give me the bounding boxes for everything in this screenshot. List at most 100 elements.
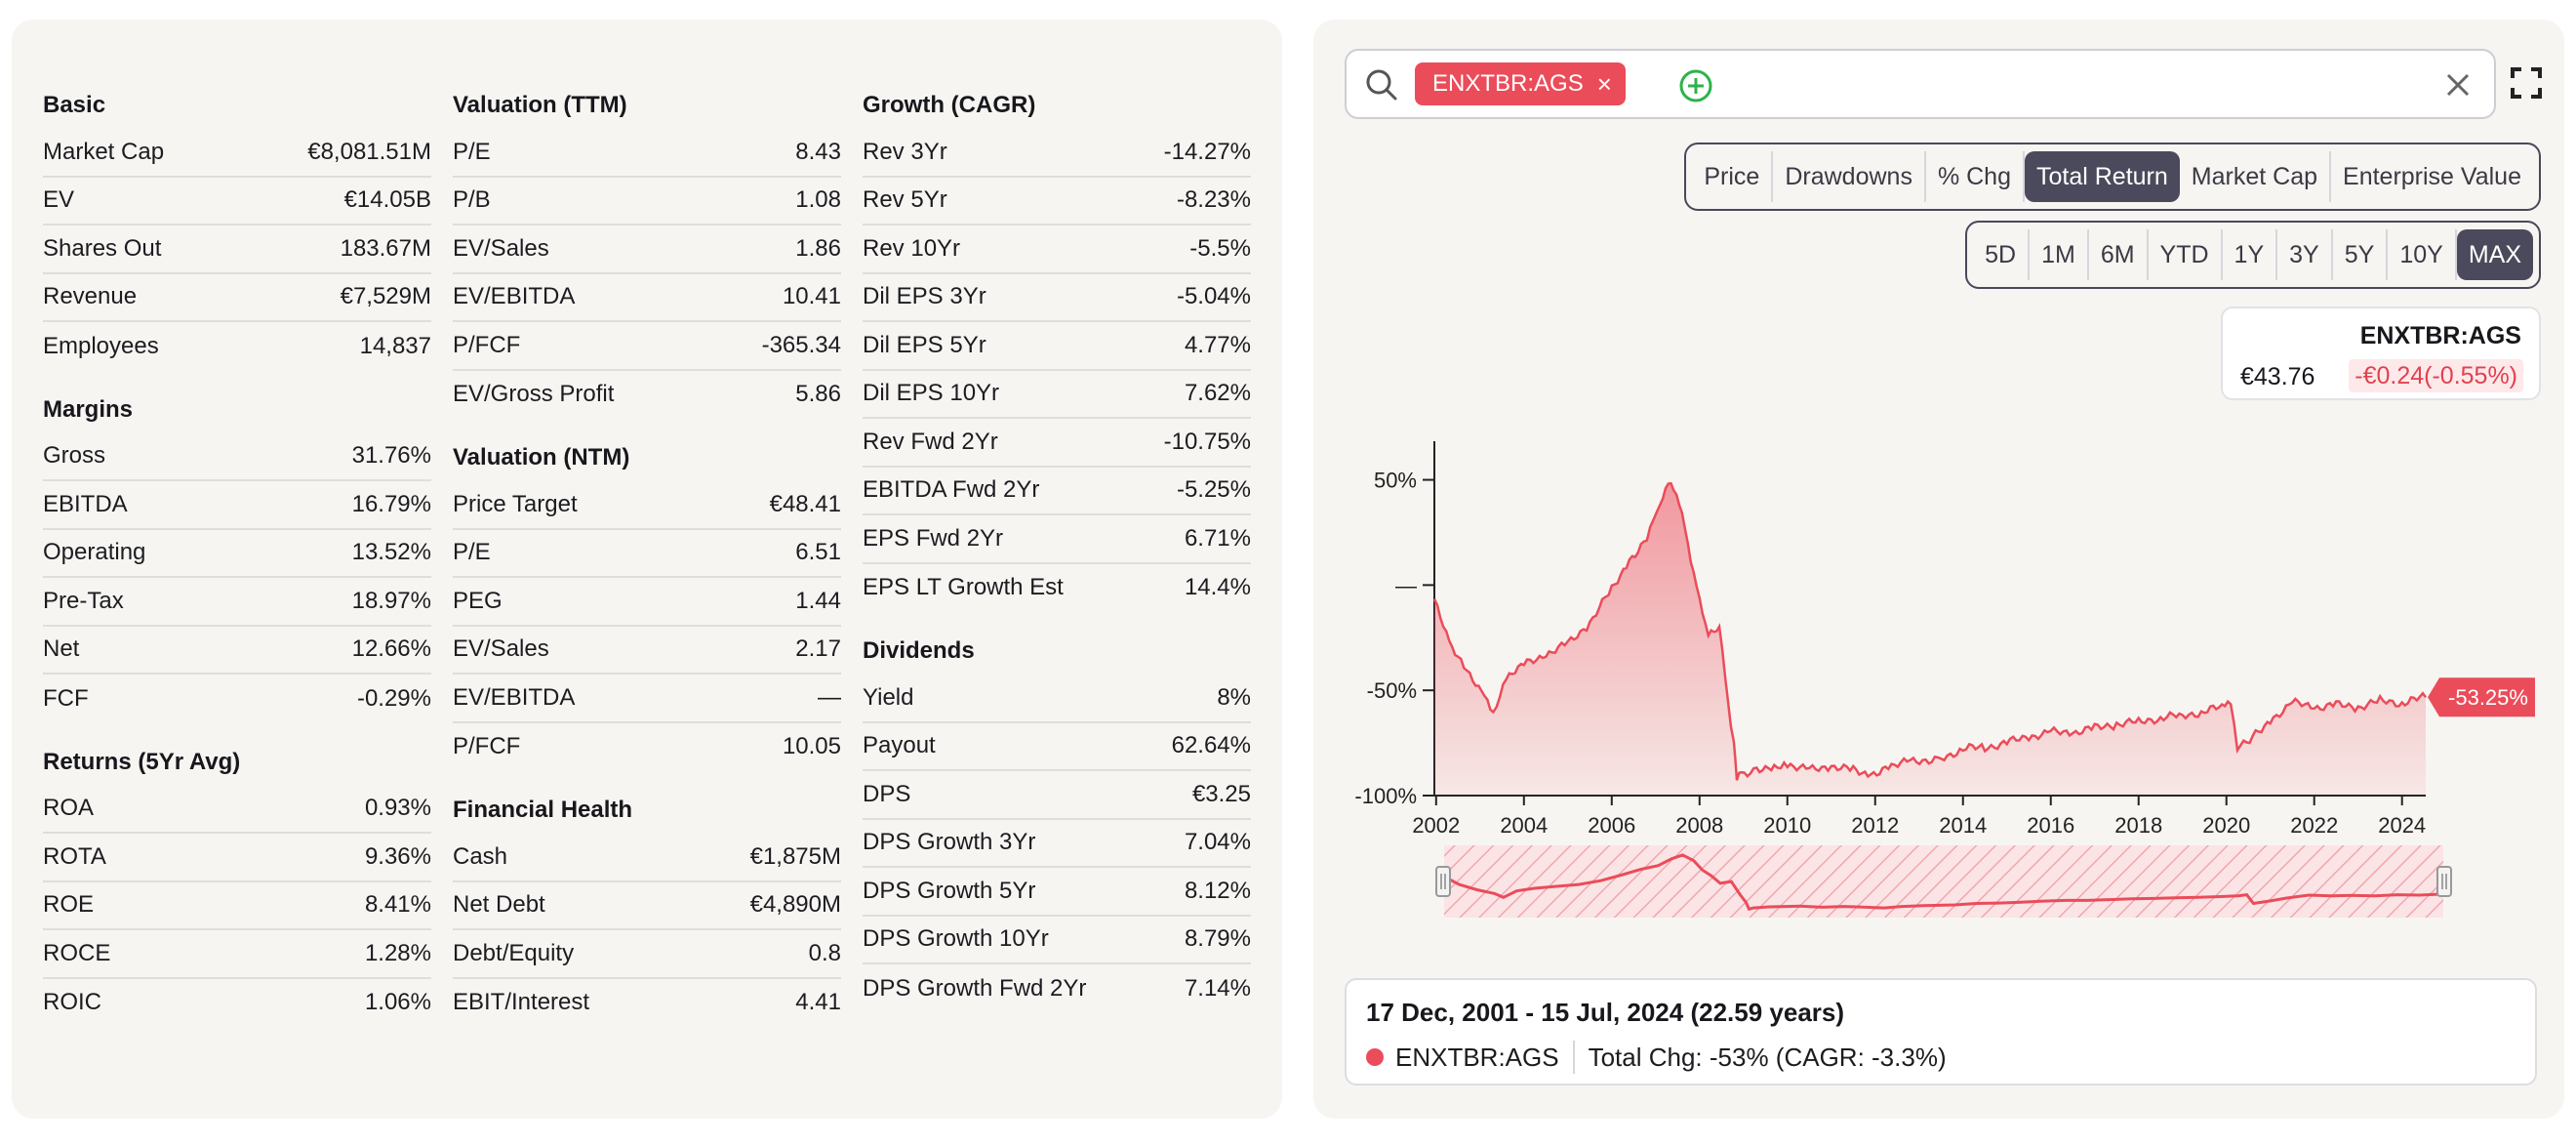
stat-label: EPS Fwd 2Yr — [863, 524, 1004, 552]
y-tick-label: -100% — [1354, 784, 1417, 808]
stat-row: Shares Out 183.67M — [43, 225, 431, 274]
ticker-chip[interactable]: ENXTBR:AGS × — [1415, 62, 1626, 105]
stat-row: EPS Fwd 2Yr 6.71% — [863, 515, 1251, 564]
price-card: ENXTBR:AGS €43.76 -€0.24(-0.55%) — [2221, 307, 2541, 400]
x-tick-label: 2014 — [1939, 813, 1987, 838]
stat-row: Cash €1,875M — [453, 834, 841, 882]
stat-value: 18.97% — [351, 587, 431, 614]
stat-value: 10.41 — [782, 283, 841, 310]
stat-label: P/B — [453, 186, 491, 214]
fullscreen-icon[interactable] — [2510, 66, 2543, 100]
stat-row: Payout 62.64% — [863, 723, 1251, 771]
range-button-5y[interactable]: 5Y — [2333, 229, 2389, 280]
last-value-label: -53.25% — [2448, 685, 2528, 710]
navigator-handle-right[interactable] — [2436, 866, 2452, 897]
section-title: Valuation (TTM) — [453, 92, 627, 118]
total-return-chart[interactable]: 50% — -50% -100% 2002 2004 2006 2008 2010 2012 201… — [1313, 20, 2564, 976]
stat-list: Cash €1,875M Net Debt €4,890M Debt/Equity 0.8… — [453, 834, 841, 1027]
stat-list: Rev 3Yr -14.27% Rev 5Yr -8.23% Rev 10Yr -5.5%… — [863, 129, 1251, 612]
stat-label: Net Debt — [453, 891, 545, 919]
section-title: Margins — [43, 395, 134, 423]
stat-value: 8.12% — [1184, 877, 1251, 904]
stat-label: Rev 5Yr — [863, 186, 947, 214]
chip-remove-icon[interactable]: × — [1596, 69, 1612, 99]
stat-value: 5.86 — [795, 381, 841, 408]
range-button-6m[interactable]: 6M — [2089, 229, 2149, 280]
stat-value: -5.25% — [1176, 476, 1251, 504]
x-tick-label: 2022 — [2290, 813, 2338, 838]
range-button-5d[interactable]: 5D — [1973, 229, 2031, 280]
stat-row: EPS LT Growth Est 14.4% — [863, 564, 1251, 613]
stat-value: 8.79% — [1184, 925, 1251, 953]
stat-row: Revenue €7,529M — [43, 274, 431, 322]
stat-label: PEG — [453, 587, 503, 614]
stat-value: 9.36% — [364, 842, 431, 870]
section-title: Dividends — [863, 637, 975, 664]
price-card-price: €43.76 — [2240, 363, 2315, 390]
stat-value: 8.43 — [795, 138, 841, 165]
stat-label: EPS LT Growth Est — [863, 574, 1064, 601]
stat-label: DPS Growth Fwd 2Yr — [863, 974, 1087, 1002]
stat-row: Yield 8% — [863, 675, 1251, 723]
stat-value: -8.23% — [1176, 186, 1251, 214]
stat-list: ROA 0.93% ROTA 9.36% ROE 8.41% ROCE 1.28% ROIC 1.… — [43, 786, 431, 1028]
stat-row: P/E 6.51 — [453, 530, 841, 578]
stat-label: EV/Gross Profit — [453, 381, 615, 408]
stat-value: 0.93% — [364, 795, 431, 822]
x-tick-label: 2004 — [1500, 813, 1548, 838]
stat-label: ROE — [43, 891, 95, 919]
range-button-1y[interactable]: 1Y — [2223, 229, 2278, 280]
chart-legend: 17 Dec, 2001 - 15 Jul, 2024 (22.59 years… — [1345, 978, 2537, 1085]
mode-button-enterprise-value[interactable]: Enterprise Value — [2343, 162, 2521, 190]
last-value-badge — [2428, 677, 2535, 717]
stat-list: P/E 8.43 P/B 1.08 EV/Sales 1.86 EV/EBITDA 10.41… — [453, 129, 841, 419]
key-stats-panel: Basic Market Cap €8,081.51M EV €14.05B Shares… — [12, 20, 1282, 1119]
stat-value: -10.75% — [1163, 428, 1251, 455]
stats-column: Basic Market Cap €8,081.51M EV €14.05B Shares… — [43, 82, 431, 1027]
stat-row: P/FCF 10.05 — [453, 723, 841, 772]
stat-row: Debt/Equity 0.8 — [453, 930, 841, 979]
stat-row: EV €14.05B — [43, 178, 431, 225]
mode-button-price[interactable]: Price — [1692, 151, 1774, 202]
close-icon[interactable] — [2443, 70, 2473, 100]
stat-value: — — [818, 683, 841, 711]
search-icon — [1366, 69, 1397, 101]
stat-row: Dil EPS 5Yr 4.77% — [863, 322, 1251, 371]
mode-button-drawdowns[interactable]: Drawdowns — [1773, 151, 1926, 202]
range-button-max[interactable]: MAX — [2456, 229, 2533, 280]
stat-row: P/E 8.43 — [453, 129, 841, 178]
mode-button-market-cap[interactable]: Market Cap — [2180, 151, 2332, 202]
range-button-10y[interactable]: 10Y — [2388, 229, 2457, 280]
ticker-search-box[interactable]: ENXTBR:AGS × — [1345, 49, 2496, 119]
legend-series-name: ENXTBR:AGS — [1395, 1042, 1559, 1072]
stat-list: Price Target €48.41 P/E 6.51 PEG 1.44 EV/Sales… — [453, 481, 841, 771]
range-navigator[interactable] — [1435, 845, 2452, 918]
stat-row: ROIC 1.06% — [43, 979, 431, 1028]
stat-row: Rev Fwd 2Yr -10.75% — [863, 419, 1251, 468]
x-tick-label: 2012 — [1851, 813, 1899, 838]
stats-column: Growth (CAGR) Rev 3Yr -14.27% Rev 5Yr -8.23%… — [863, 82, 1251, 1013]
stat-label: DPS Growth 3Yr — [863, 829, 1036, 856]
stat-value: 14.4% — [1184, 574, 1251, 601]
stat-row: DPS Growth Fwd 2Yr 7.14% — [863, 964, 1251, 1013]
range-button-ytd[interactable]: YTD — [2149, 229, 2223, 280]
stat-row: DPS Growth 5Yr 8.12% — [863, 868, 1251, 917]
mode-button-total-return[interactable]: Total Return — [2025, 151, 2180, 202]
legend-date-range: 17 Dec, 2001 - 15 Jul, 2024 (22.59 years… — [1366, 998, 1845, 1027]
stat-label: P/FCF — [453, 733, 521, 760]
stat-value: -0.29% — [356, 684, 431, 712]
price-card-ticker: ENXTBR:AGS — [2359, 322, 2521, 349]
mode-button-chg[interactable]: % Chg — [1926, 151, 2025, 202]
stat-row: Dil EPS 10Yr 7.62% — [863, 371, 1251, 419]
stat-row: FCF -0.29% — [43, 675, 431, 723]
range-button-3y[interactable]: 3Y — [2277, 229, 2333, 280]
stat-label: FCF — [43, 684, 89, 712]
stat-row: PEG 1.44 — [453, 578, 841, 627]
plus-circle-icon[interactable] — [1678, 68, 1713, 103]
stat-row: Price Target €48.41 — [453, 481, 841, 530]
range-button-1m[interactable]: 1M — [2030, 229, 2089, 280]
stat-label: EV/Sales — [453, 234, 549, 262]
stat-label: DPS — [863, 780, 911, 807]
stat-row: Net Debt €4,890M — [453, 882, 841, 930]
navigator-handle-left[interactable] — [1435, 866, 1451, 897]
